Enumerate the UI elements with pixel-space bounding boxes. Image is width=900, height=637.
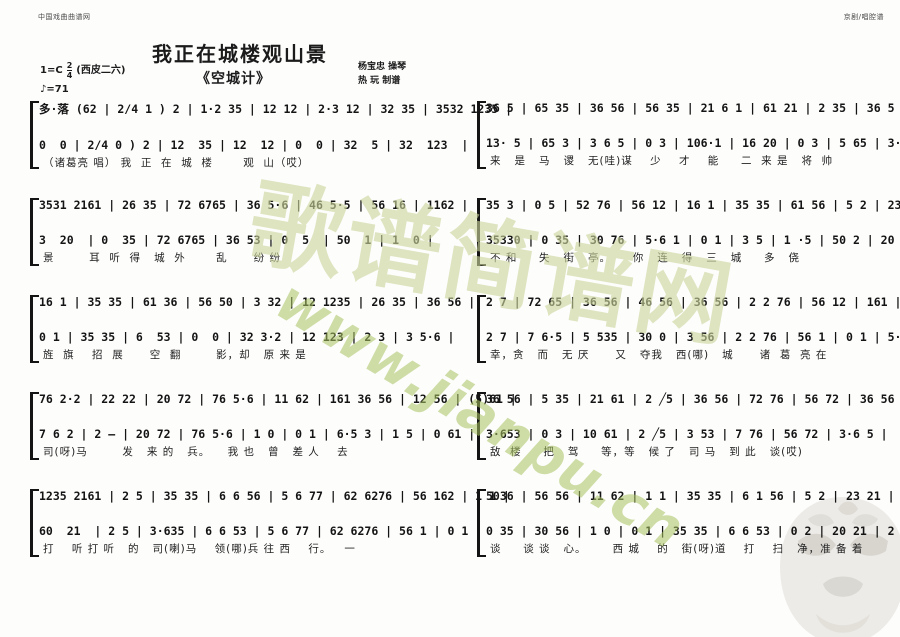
lyrics-line: 幸，贪 而 无 厌 又 夺我 西(哪) 城 诸 葛 亮 在 — [490, 349, 828, 361]
credit-transcriber: 热 玩 制谱 — [358, 76, 401, 87]
lyrics-line: （诸葛亮 唱） 我 正 在 城 楼 观 山（哎） — [43, 157, 310, 169]
site-label: 中国戏曲曲谱网 — [38, 13, 91, 21]
system-bracket — [477, 489, 486, 557]
meter-numerator: 2 — [66, 61, 73, 70]
notation-lower-line: 7 6 2 | 2 ― | 20 72 | 76 5·6 | 1 0 | 0 1… — [39, 427, 476, 441]
mode-label: (西皮二六) — [76, 65, 126, 77]
lyrics-line: 敌 楼 把 驾 等，等 候 了 司 马 到 此 谈(哎) — [490, 446, 803, 458]
system-right-1: 36 5 | 65 35 | 36 56 | 56 35 | 21 6 1 | … — [477, 96, 900, 193]
key-signature: 1=C — [40, 65, 63, 77]
notation-lower-line: 60 21 | 2 5 | 3·635 | 6 6 53 | 5 6 77 | … — [39, 524, 483, 538]
credit-performer: 杨宝忠 操琴 — [358, 62, 407, 72]
notation-upper-line: 35 3 | 0 5 | 52 76 | 56 12 | 16 1 | 35 3… — [486, 198, 900, 212]
page-title: 我正在城楼观山景 — [152, 42, 328, 66]
lyrics-line: 不 和 失 街 亭。 你 连 得 三 城 多 侥 — [490, 252, 800, 264]
system-bracket — [477, 392, 486, 460]
lyrics-line: 司(呀)马 发 来 的 兵。 我 也 曾 差 人 去 — [43, 446, 349, 458]
system-bracket — [477, 198, 486, 266]
notation-lower-line: 3 20 | 0 35 | 72 6765 | 36 53 | 0 5 | 50… — [39, 233, 434, 247]
system-right-2: 35 3 | 0 5 | 52 76 | 56 12 | 16 1 | 35 3… — [477, 193, 900, 290]
notation-upper-line: 36 5 | 65 35 | 36 56 | 56 35 | 21 6 1 | … — [486, 101, 895, 115]
category-label: 京剧/唱腔谱 — [843, 13, 884, 21]
lyrics-line: 景 耳 听 得 城 外 乱 纷 纷 — [43, 252, 281, 264]
system-left-2: 3531 2161 | 26 35 | 72 6765 | 36 5·6 | 4… — [30, 193, 469, 290]
system-bracket — [477, 101, 486, 169]
opera-mask-icon — [768, 489, 900, 637]
system-right-3: 2 7 | 72 65 | 36 56 | 46 56 | 36 56 | 2 … — [477, 290, 900, 387]
system-right-4: 36 56 | 5 35 | 21 61 | 2 ╱5 | 36 56 | 72… — [477, 387, 900, 484]
page-subtitle: 《空城计》 — [196, 71, 271, 87]
credits-block: 杨宝忠 操琴 热 玩 制谱 — [358, 60, 406, 89]
system-bracket — [30, 198, 39, 266]
notation-upper-line: 2 7 | 72 65 | 36 56 | 46 56 | 36 56 | 2 … — [486, 295, 900, 309]
notation-upper-line: 76 2·2 | 22 22 | 20 72 | 76 5·6 | 11 62 … — [39, 392, 517, 406]
notation-lower-line: 0 35 | 30 56 | 1 0 | 0 1 | 35 35 | 6 6 5… — [486, 524, 895, 538]
system-bracket — [30, 295, 39, 363]
notation-upper-line: 1235 2161 | 2 5 | 35 35 | 6 6 56 | 5 6 7… — [39, 489, 510, 503]
notation-lower-line: 2 7 | 7 6·5 | 5 535 | 30 0 | 3 56 | 2 2 … — [486, 330, 900, 344]
score-column-right: 36 5 | 65 35 | 36 56 | 56 35 | 21 6 1 | … — [477, 96, 900, 581]
system-right-5: 5036 | 56 56 | 11 62 | 1 1 | 35 35 | 6 1… — [477, 484, 900, 581]
notation-lower-line: 0 1 | 35 35 | 6 53 | 0 0 | 32 3·2 | 12 1… — [39, 330, 455, 344]
lyrics-line: 来 是 马 谡 无(哇)谋 少 才 能 二 来 是 将 帅 — [490, 155, 834, 167]
lyrics-line: 谈 谈 谈 心。 西 城 的 街(呀)道 打 扫 净，准 备 着 — [490, 543, 864, 555]
system-bracket — [477, 295, 486, 363]
key-signature-block: 1=C 2 4 (西皮二六) ♪=71 — [40, 61, 126, 96]
notation-upper-line: 16 1 | 35 35 | 61 36 | 56 50 | 3 32 | 12… — [39, 295, 476, 309]
meter-fraction: 2 4 — [66, 61, 73, 81]
tempo-marking: ♪=71 — [40, 83, 69, 95]
system-bracket — [30, 489, 39, 557]
notation-upper-line: 3531 2161 | 26 35 | 72 6765 | 36 5·6 | 4… — [39, 198, 469, 212]
score-column-left: 多·落 (62 | 2/4 1 ) 2 | 1·2 35 | 12 12 | 2… — [30, 96, 517, 581]
notation-lower-line: 3·653 | 0 3 | 10 61 | 2 ╱5 | 3 53 | 7 76… — [486, 427, 888, 441]
lyrics-line: 打 听 打 听 的 司(喇)马 领(哪)兵 往 西 行。 一 — [43, 543, 356, 555]
system-left-4: 76 2·2 | 22 22 | 20 72 | 76 5·6 | 11 62 … — [30, 387, 517, 484]
system-left-3: 16 1 | 35 35 | 61 36 | 56 50 | 3 32 | 12… — [30, 290, 476, 387]
notation-lower-line: 13· 5 | 65 3 | 3 6 5 | 0 3 | 106·1 | 16 … — [486, 136, 900, 150]
system-bracket — [30, 392, 39, 460]
notation-upper-line: 36 56 | 5 35 | 21 61 | 2 ╱5 | 36 56 | 72… — [486, 392, 900, 406]
system-left-5: 1235 2161 | 2 5 | 35 35 | 6 6 56 | 5 6 7… — [30, 484, 510, 581]
system-left-1: 多·落 (62 | 2/4 1 ) 2 | 1·2 35 | 12 12 | 2… — [30, 96, 513, 193]
notation-upper-line: 5036 | 56 56 | 11 62 | 1 1 | 35 35 | 6 1… — [486, 489, 895, 503]
notation-lower-line: 0 0 | 2/4 0 ) 2 | 12 35 | 12 12 | 0 0 | … — [39, 138, 469, 152]
lyrics-line: 旌 旗 招 展 空 翻 影，却 原 来 是 — [43, 349, 307, 361]
system-bracket — [30, 101, 39, 169]
notation-lower-line: 35330 | 0 35 | 30 76 | 5·6 1 | 0 1 | 3 5… — [486, 233, 900, 247]
meter-denominator: 4 — [66, 70, 73, 81]
notation-upper-line: 多·落 (62 | 2/4 1 ) 2 | 1·2 35 | 12 12 | 2… — [39, 102, 513, 116]
